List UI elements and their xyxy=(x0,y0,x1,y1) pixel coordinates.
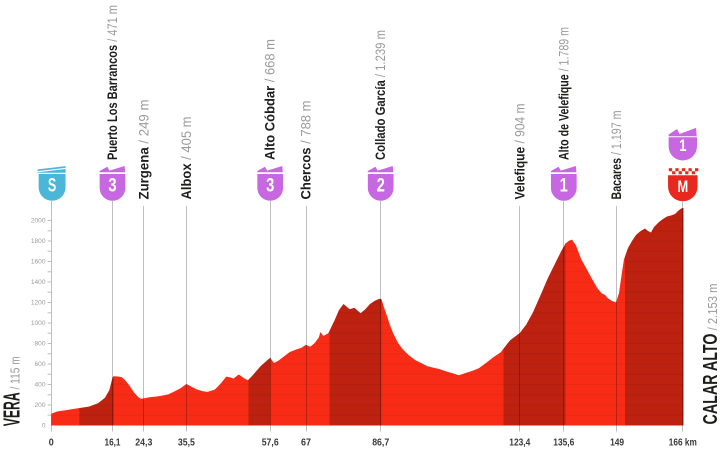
svg-text:800: 800 xyxy=(34,341,45,348)
svg-text:3: 3 xyxy=(108,175,116,196)
svg-text:2: 2 xyxy=(377,175,385,196)
svg-text:86,7: 86,7 xyxy=(372,437,389,449)
svg-text:1000: 1000 xyxy=(31,320,46,327)
svg-text:Collado García / 1.239 m: Collado García / 1.239 m xyxy=(373,30,388,160)
svg-text:149: 149 xyxy=(610,437,624,449)
svg-text:Alto Cóbdar / 668 m: Alto Cóbdar / 668 m xyxy=(263,39,278,160)
svg-text:67: 67 xyxy=(301,437,311,449)
svg-text:VERA / 115 m: VERA / 115 m xyxy=(0,356,25,426)
svg-text:400: 400 xyxy=(34,382,45,389)
svg-text:Chercos / 788 m: Chercos / 788 m xyxy=(299,101,314,200)
svg-text:CALAR ALTO / 2.153 m: CALAR ALTO / 2.153 m xyxy=(700,284,722,425)
svg-text:3: 3 xyxy=(266,175,274,196)
svg-text:57,6: 57,6 xyxy=(262,437,279,449)
svg-text:S: S xyxy=(48,175,57,196)
svg-text:200: 200 xyxy=(34,402,45,409)
svg-text:Bacares / 1.197 m: Bacares / 1.197 m xyxy=(609,111,624,200)
svg-text:0: 0 xyxy=(49,437,54,449)
svg-text:135,6: 135,6 xyxy=(553,437,574,449)
svg-text:1800: 1800 xyxy=(31,238,46,245)
svg-text:1: 1 xyxy=(560,175,568,196)
svg-text:1600: 1600 xyxy=(31,259,46,266)
svg-text:24,3: 24,3 xyxy=(135,437,152,449)
svg-text:Alto de Velefique / 1.789 m: Alto de Velefique / 1.789 m xyxy=(556,27,571,160)
svg-text:166 km: 166 km xyxy=(669,437,697,449)
svg-text:2000: 2000 xyxy=(31,218,46,225)
svg-text:600: 600 xyxy=(34,361,45,368)
svg-text:Puerto Los Barrancos / 471 m: Puerto Los Barrancos / 471 m xyxy=(105,5,120,160)
svg-text:1400: 1400 xyxy=(31,279,46,286)
svg-text:Albox / 405 m: Albox / 405 m xyxy=(179,117,194,200)
svg-text:123,4: 123,4 xyxy=(509,437,530,449)
svg-text:1200: 1200 xyxy=(31,300,46,307)
svg-text:0: 0 xyxy=(42,423,46,430)
svg-text:M: M xyxy=(677,179,688,197)
svg-text:16,1: 16,1 xyxy=(105,437,121,449)
svg-text:Zurgena / 249 m: Zurgena / 249 m xyxy=(136,100,151,200)
svg-text:Velefique / 904 m: Velefique / 904 m xyxy=(512,104,527,200)
svg-text:1: 1 xyxy=(679,137,687,156)
svg-text:35,5: 35,5 xyxy=(178,437,195,449)
